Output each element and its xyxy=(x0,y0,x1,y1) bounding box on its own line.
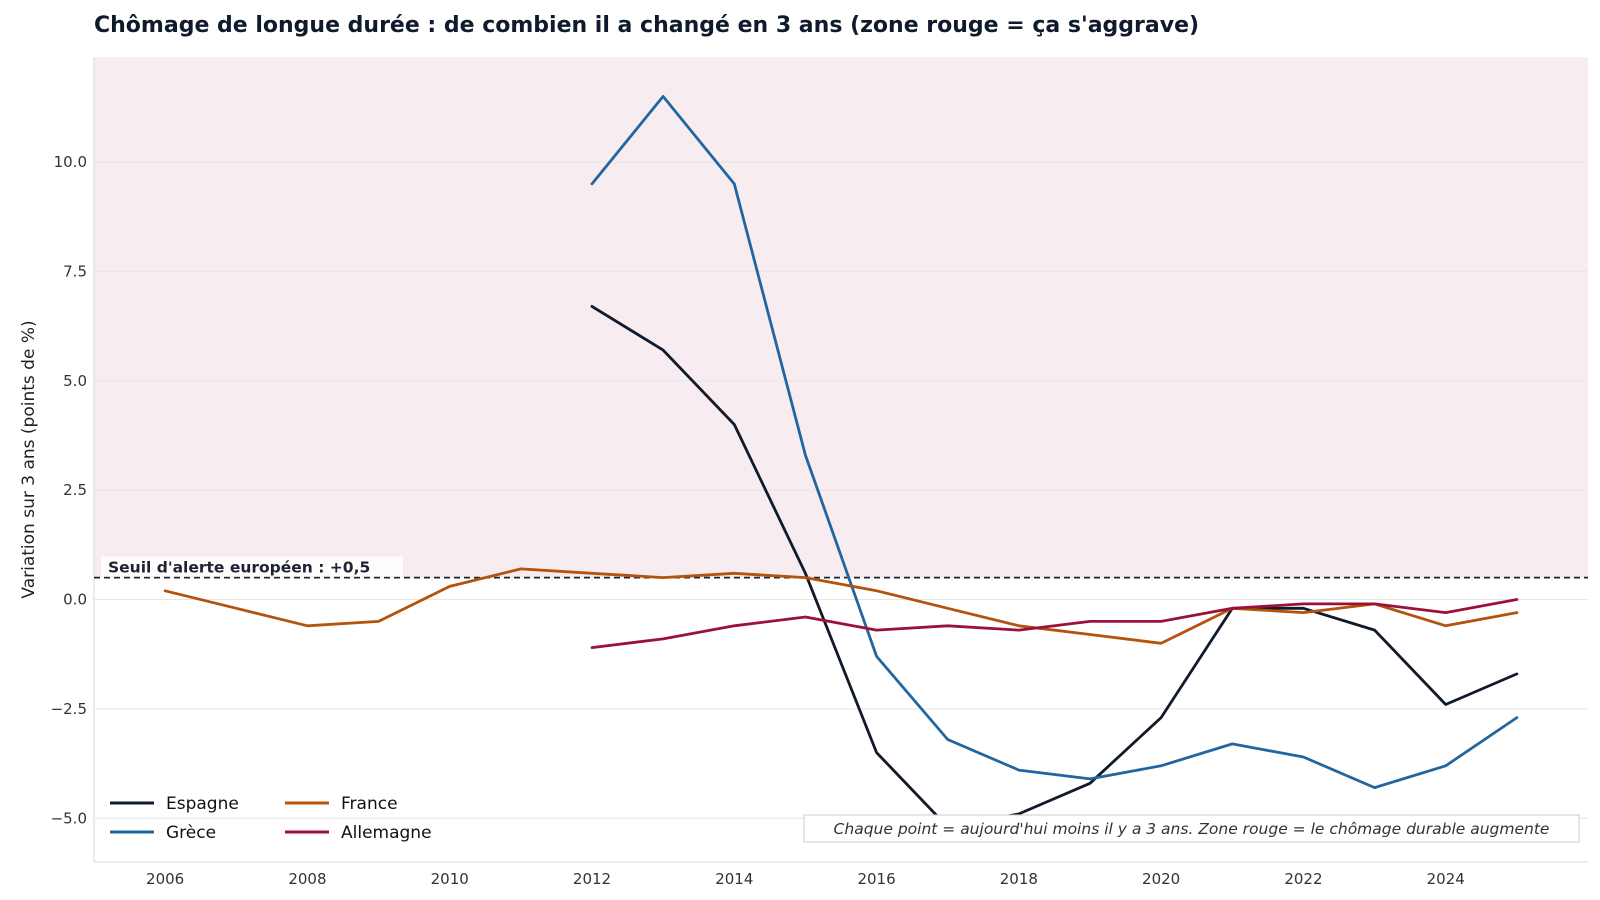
y-axis-title-layer: Variation sur 3 ans (points de %) xyxy=(19,320,39,598)
series-line-france xyxy=(163,567,1519,645)
legend-label-france: France xyxy=(341,794,398,814)
annotation-text: Chaque point = aujourd'hui moins il y a … xyxy=(834,820,1550,838)
x-tick-label: 2016 xyxy=(857,870,895,888)
x-tick-label: 2020 xyxy=(1142,870,1180,888)
axes: −5.0 −2.5 0.0 2.5 5.0 7.5 10.0 2006 2008 2010 2012… xyxy=(51,57,1588,888)
y-tick-label: 5.0 xyxy=(63,372,87,390)
x-tick-label: 2024 xyxy=(1427,870,1465,888)
y-tick-label: −5.0 xyxy=(51,809,87,827)
x-tick-label: 2014 xyxy=(715,870,753,888)
x-tick-label: 2006 xyxy=(146,870,184,888)
x-tick-label: 2012 xyxy=(573,870,611,888)
red-zone-layer xyxy=(94,57,1588,578)
series-line-allemagne xyxy=(590,598,1519,649)
chart-title: Chômage de longue durée : de combien il … xyxy=(94,13,1200,38)
series-lines xyxy=(163,95,1519,829)
y-tick-label: 10.0 xyxy=(54,153,87,171)
annotation-box xyxy=(803,814,1580,843)
threshold-label: Seuil d'alerte européen : +0,5 xyxy=(108,559,370,577)
x-tick-label: 2018 xyxy=(1000,870,1038,888)
y-tick-label: 7.5 xyxy=(63,262,87,280)
legend-label-allemagne: Allemagne xyxy=(341,823,432,843)
threshold-layer: Seuil d'alerte européen : +0,5 xyxy=(94,556,1588,579)
x-tick-label: 2010 xyxy=(431,870,469,888)
legend-label-espagne: Espagne xyxy=(166,794,239,814)
y-axis-title: Variation sur 3 ans (points de %) xyxy=(19,320,39,598)
annotation-layer: Chaque point = aujourd'hui moins il y a … xyxy=(803,814,1580,843)
red-zone xyxy=(94,57,1588,578)
y-tick-label: 2.5 xyxy=(63,481,87,499)
gridlines xyxy=(94,161,1588,819)
x-tick-label: 2022 xyxy=(1284,870,1322,888)
x-tick-label: 2008 xyxy=(288,870,326,888)
threshold-label-box xyxy=(101,556,403,577)
series-line-espagne xyxy=(590,304,1519,829)
series-line-grèce xyxy=(590,95,1519,789)
y-tick-label: −2.5 xyxy=(51,700,87,718)
y-tick-label: 0.0 xyxy=(63,591,87,609)
legend-label-grèce: Grèce xyxy=(166,823,216,843)
legend: Espagne Grèce France Allemagne xyxy=(110,794,432,843)
